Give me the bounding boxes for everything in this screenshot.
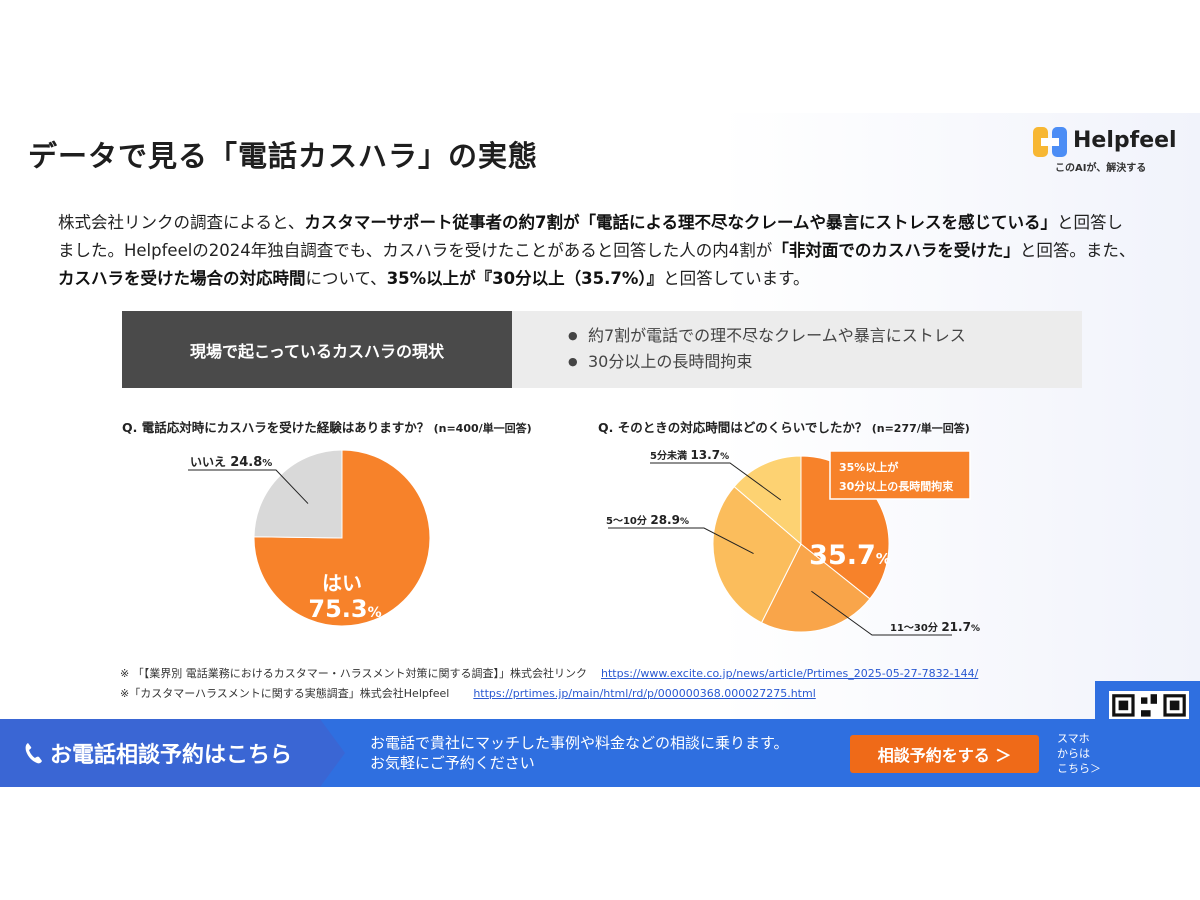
pie-chart-2: 35.7% 35%以上が 30分以上の長時間拘束 11～30分 21.7% 5～10分 … xyxy=(606,448,980,636)
page-title: データで見る「電話カスハラ」の実態 xyxy=(28,139,539,173)
source-note: ※ 「【業界別 電話業務におけるカスタマー・ハラスメント対策に関する調査】」株式… xyxy=(120,664,978,684)
helpfeel-logo: Helpfeel このAIが、解決する xyxy=(1033,125,1177,175)
source-note: ※「カスタマーハラスメントに関する実態調査」株式会社Helpfeel https:… xyxy=(120,684,978,704)
callout-line: 35%以上が xyxy=(839,460,898,474)
pie-value-main: 35.7% xyxy=(809,540,891,571)
pie-value-yes: 75.3% xyxy=(308,595,381,623)
intro-segment: カスタマーサポート従事者の約7割が「電話による理不尽なクレームや暴言にストレスを… xyxy=(304,213,1058,232)
question-2-text: Q. そのときの対応時間はどのくらいでしたか？ xyxy=(598,420,868,435)
status-item: 約7割が電話での理不尽なクレームや暴言にストレス xyxy=(568,323,1082,349)
pie-label-5-10: 5～10分 28.9% xyxy=(606,513,689,527)
status-label: 現場で起こっているカスハラの現状 xyxy=(122,311,512,388)
question-1: Q. 電話応対時にカスハラを受けた経験はありますか？ (n=400/単一回答) xyxy=(122,417,532,436)
source-link[interactable]: https://prtimes.jp/main/html/rd/p/000000… xyxy=(473,687,816,700)
status-box: 現場で起こっているカスハラの現状 約7割が電話での理不尽なクレームや暴言にストレ… xyxy=(122,311,1082,388)
intro-segment: 「非対面でのカスハラを受けた」 xyxy=(772,241,1020,260)
intro-segment: 35%以上が『30分以上（35.7%）』 xyxy=(386,269,664,288)
smartphone-link-line: からは xyxy=(1057,747,1090,760)
source-note-text: ※ 「【業界別 電話業務におけるカスタマー・ハラスメント対策に関する調査】」株式… xyxy=(120,667,587,680)
phone-banner: お電話相談予約はこちら お電話で貴社にマッチした事例や料金などの相談に乗ります。… xyxy=(0,719,1200,787)
intro-segment: と回答しています。 xyxy=(663,269,810,288)
banner-title-text: お電話相談予約はこちら xyxy=(50,743,293,768)
smartphone-link-line: こちら＞ xyxy=(1057,762,1101,775)
pie-label-under5: 5分未満 13.7% xyxy=(650,448,729,462)
helpfeel-logo-icon xyxy=(1033,127,1067,157)
callout-line: 30分以上の長時間拘束 xyxy=(839,479,954,493)
logo-tagline: このAIが、解決する xyxy=(1055,163,1147,174)
leader-line xyxy=(608,527,754,554)
intro-segment: について、 xyxy=(305,269,387,288)
intro-segment: と回答しました。Helpfeelの2024年独自調査でも、カスハラを受けたことが… xyxy=(58,213,1124,260)
pie-slice-no xyxy=(253,449,343,539)
intro-paragraph: 株式会社リンクの調査によると、カスタマーサポート従事者の約7割が「電話による理不… xyxy=(58,209,1138,293)
question-2: Q. そのときの対応時間はどのくらいでしたか？ (n=277/単一回答) xyxy=(598,417,970,436)
intro-segment: と回答。また、 xyxy=(1019,241,1136,260)
question-2-n: (n=277/単一回答) xyxy=(871,422,970,435)
status-item: 30分以上の長時間拘束 xyxy=(568,349,1082,375)
pie-slice-2 xyxy=(712,485,802,624)
banner-title[interactable]: お電話相談予約はこちら xyxy=(24,737,292,769)
phone-icon xyxy=(25,743,42,764)
reserve-button[interactable]: 相談予約をする ＞ xyxy=(850,735,1039,773)
banner-text: お電話で貴社にマッチした事例や料金などの相談に乗ります。 お気軽にご予約ください xyxy=(370,733,789,773)
question-1-text: Q. 電話応対時にカスハラを受けた経験はありますか？ xyxy=(122,420,430,435)
banner-text-line: お気軽にご予約ください xyxy=(370,754,535,772)
pie-label-yes: はい xyxy=(322,571,362,595)
pie-label-11-30: 11～30分 21.7% xyxy=(890,620,980,634)
smartphone-link[interactable]: スマホ からは こちら＞ xyxy=(1057,731,1101,776)
banner-left-panel: お電話相談予約はこちら xyxy=(0,719,345,787)
callout-box xyxy=(829,450,971,500)
leader-line xyxy=(811,590,952,636)
smartphone-link-line: スマホ xyxy=(1057,732,1090,745)
leader-line-no xyxy=(188,469,309,504)
logo-name: Helpfeel xyxy=(1073,128,1177,153)
status-list: 約7割が電話での理不尽なクレームや暴言にストレス 30分以上の長時間拘束 xyxy=(512,311,1082,388)
question-1-n: (n=400/単一回答) xyxy=(433,422,532,435)
slide: データで見る「電話カスハラ」の実態 Helpfeel このAIが、解決する 株式… xyxy=(0,113,1200,787)
source-link[interactable]: https://www.excite.co.jp/news/article/Pr… xyxy=(601,667,979,680)
leader-line xyxy=(650,462,782,501)
banner-text-line: お電話で貴社にマッチした事例や料金などの相談に乗ります。 xyxy=(370,734,789,752)
pie-slice-1 xyxy=(760,543,871,633)
source-notes: ※ 「【業界別 電話業務におけるカスタマー・ハラスメント対策に関する調査】」株式… xyxy=(120,664,978,704)
intro-segment: 株式会社リンクの調査によると、 xyxy=(58,213,305,232)
pie-label-no: いいえ 24.8% xyxy=(190,455,272,470)
source-note-text: ※「カスタマーハラスメントに関する実態調査」株式会社Helpfeel xyxy=(120,687,450,700)
intro-segment: カスハラを受けた場合の対応時間 xyxy=(58,269,306,288)
